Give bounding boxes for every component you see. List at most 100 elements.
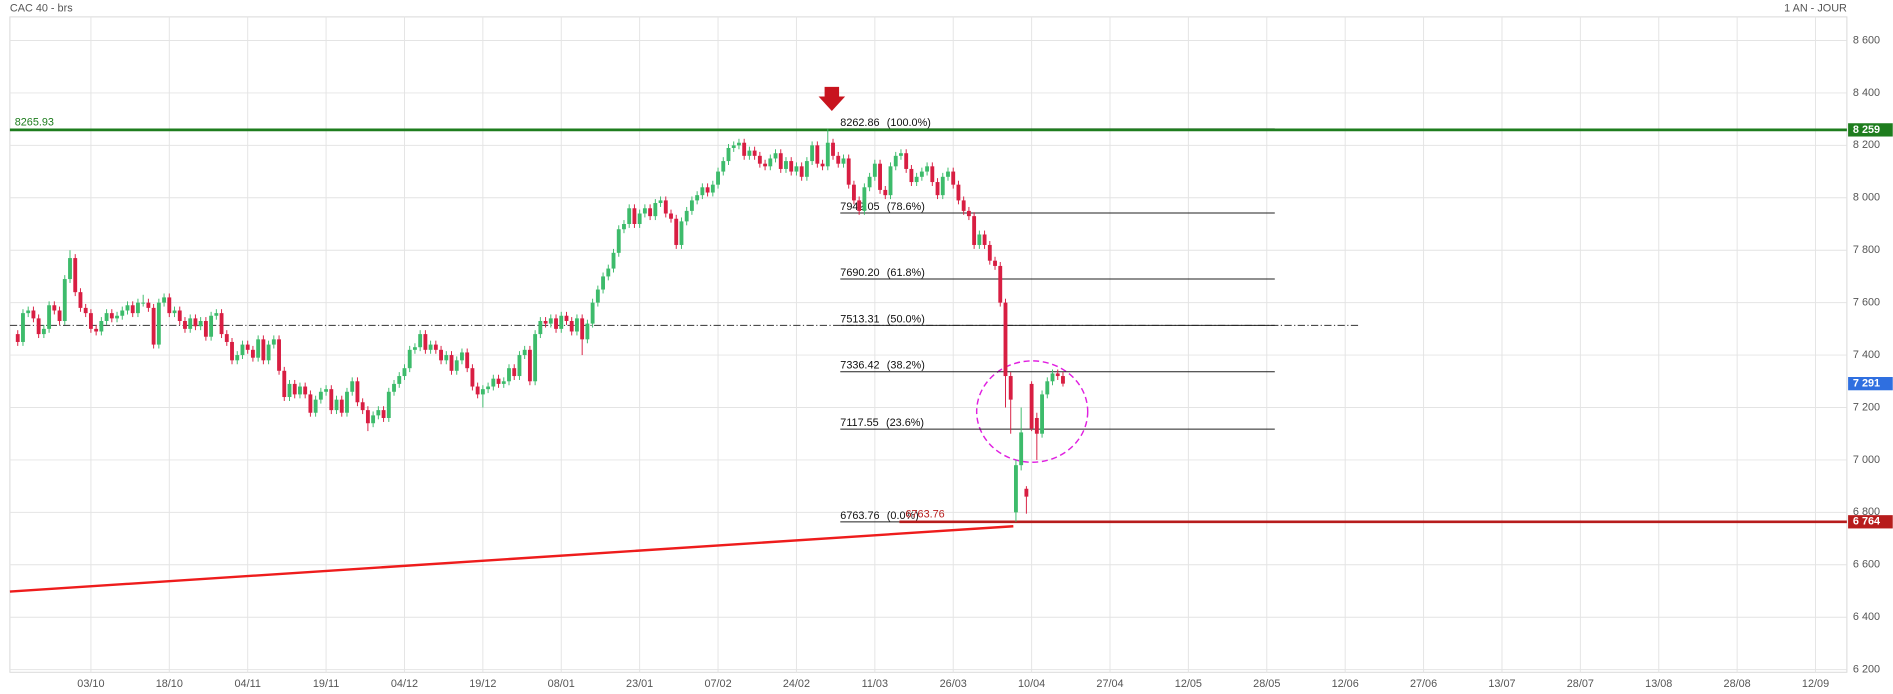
- candle-body: [277, 339, 281, 371]
- candle-body: [355, 381, 360, 403]
- last-price-tag: [1848, 377, 1893, 391]
- candle-body: [386, 391, 391, 418]
- candle-body: [282, 370, 287, 398]
- x-tick-label: 18/10: [156, 678, 183, 690]
- x-tick-label: 10/04: [1018, 678, 1045, 690]
- fib-value: 7690.20: [840, 267, 879, 279]
- candle-body: [857, 200, 862, 211]
- candle-body: [339, 399, 344, 413]
- candle-body: [486, 386, 491, 390]
- candle-body: [230, 341, 234, 361]
- x-tick-label: 12/06: [1332, 678, 1359, 690]
- candle-body: [899, 153, 903, 156]
- candle-body: [407, 349, 412, 369]
- candle-body: [799, 166, 804, 177]
- candle-body: [52, 305, 57, 311]
- x-tick-label: 24/02: [783, 678, 810, 690]
- candle-body: [601, 276, 605, 290]
- fib-label: 7336.42 (38.2%): [840, 360, 925, 372]
- candle-body: [1008, 376, 1013, 400]
- x-tick-label: 19/12: [469, 678, 496, 690]
- candle-body: [198, 320, 203, 327]
- candle-body: [334, 399, 339, 411]
- candle-body: [1061, 376, 1065, 384]
- candle-body: [773, 153, 778, 159]
- candle-body: [867, 176, 872, 188]
- candle-body: [271, 339, 276, 345]
- candle-body: [737, 142, 741, 146]
- fib-label: 7117.55 (23.6%): [840, 417, 924, 429]
- candle-body: [846, 158, 851, 185]
- candle-body: [298, 386, 302, 395]
- candle-body: [501, 381, 506, 384]
- candle-body: [742, 142, 747, 156]
- candle-body: [663, 200, 668, 214]
- candle-body: [1050, 373, 1055, 382]
- candle-body: [904, 153, 909, 169]
- candle-body: [423, 334, 428, 350]
- candle-body: [684, 210, 689, 222]
- candle-body: [350, 381, 355, 392]
- candle-body: [418, 334, 423, 348]
- candle-body: [951, 171, 956, 185]
- candle-body: [966, 210, 971, 217]
- x-tick-label: 27/06: [1410, 678, 1437, 690]
- candle-body: [956, 184, 961, 201]
- candle-body: [731, 145, 736, 148]
- x-tick-label: 27/04: [1096, 678, 1123, 690]
- candle-body: [669, 213, 673, 219]
- candle-body: [36, 318, 41, 335]
- fib-ratio: (38.2%): [887, 360, 925, 372]
- fib-value: 8262.86: [840, 117, 879, 129]
- candle-body: [1003, 302, 1008, 377]
- candle-body: [261, 339, 266, 361]
- fib-value: 6763.76: [840, 510, 879, 522]
- fib-value: 7513.31: [840, 313, 879, 325]
- fib-ratio: (100.0%): [887, 117, 931, 129]
- candle-body: [794, 166, 799, 172]
- candle-body: [590, 302, 595, 324]
- candle-body: [73, 258, 78, 293]
- candle-body: [784, 161, 788, 169]
- candle-body: [789, 161, 794, 172]
- fib-label: 6763.76 (0.0%): [840, 510, 918, 522]
- candle-body: [115, 315, 119, 319]
- fib-ratio: (50.0%): [887, 313, 925, 325]
- y-tick-label: 7 600: [1853, 297, 1880, 309]
- candle-body: [209, 315, 214, 337]
- x-tick-label: 04/12: [391, 678, 418, 690]
- candle-body: [987, 244, 992, 261]
- candle-body: [256, 339, 261, 358]
- candle-body: [109, 313, 114, 319]
- candle-body: [130, 305, 135, 314]
- candle-body: [841, 158, 846, 164]
- candle-body: [235, 355, 240, 361]
- candle-body: [371, 415, 376, 424]
- fib-value: 7336.42: [840, 360, 879, 372]
- x-tick-label: 13/07: [1488, 678, 1515, 690]
- candle-body: [381, 410, 386, 418]
- candle-body: [83, 307, 88, 314]
- candle-body: [961, 200, 966, 211]
- fib-label: 7690.20 (61.8%): [840, 267, 925, 279]
- fib-ratio: (23.6%): [886, 417, 924, 429]
- candle-body: [193, 318, 198, 327]
- candle-body: [57, 310, 62, 321]
- candle-body: [151, 307, 156, 345]
- candle-body: [752, 150, 757, 156]
- candle-body: [747, 150, 752, 156]
- candle-body: [392, 383, 396, 392]
- candle-body: [940, 176, 945, 196]
- candle-body: [804, 161, 809, 177]
- candle-body: [993, 260, 997, 266]
- candle-body: [287, 383, 292, 398]
- candle-body: [245, 344, 250, 350]
- candle-body: [616, 229, 621, 253]
- fib-label: 8262.86 (100.0%): [840, 117, 931, 129]
- resistance-label: 8265.93: [15, 117, 54, 129]
- x-tick-label: 26/03: [940, 678, 967, 690]
- candle-body: [757, 155, 762, 164]
- fib-label: 7513.31 (50.0%): [840, 313, 925, 325]
- candle-body: [1034, 417, 1039, 434]
